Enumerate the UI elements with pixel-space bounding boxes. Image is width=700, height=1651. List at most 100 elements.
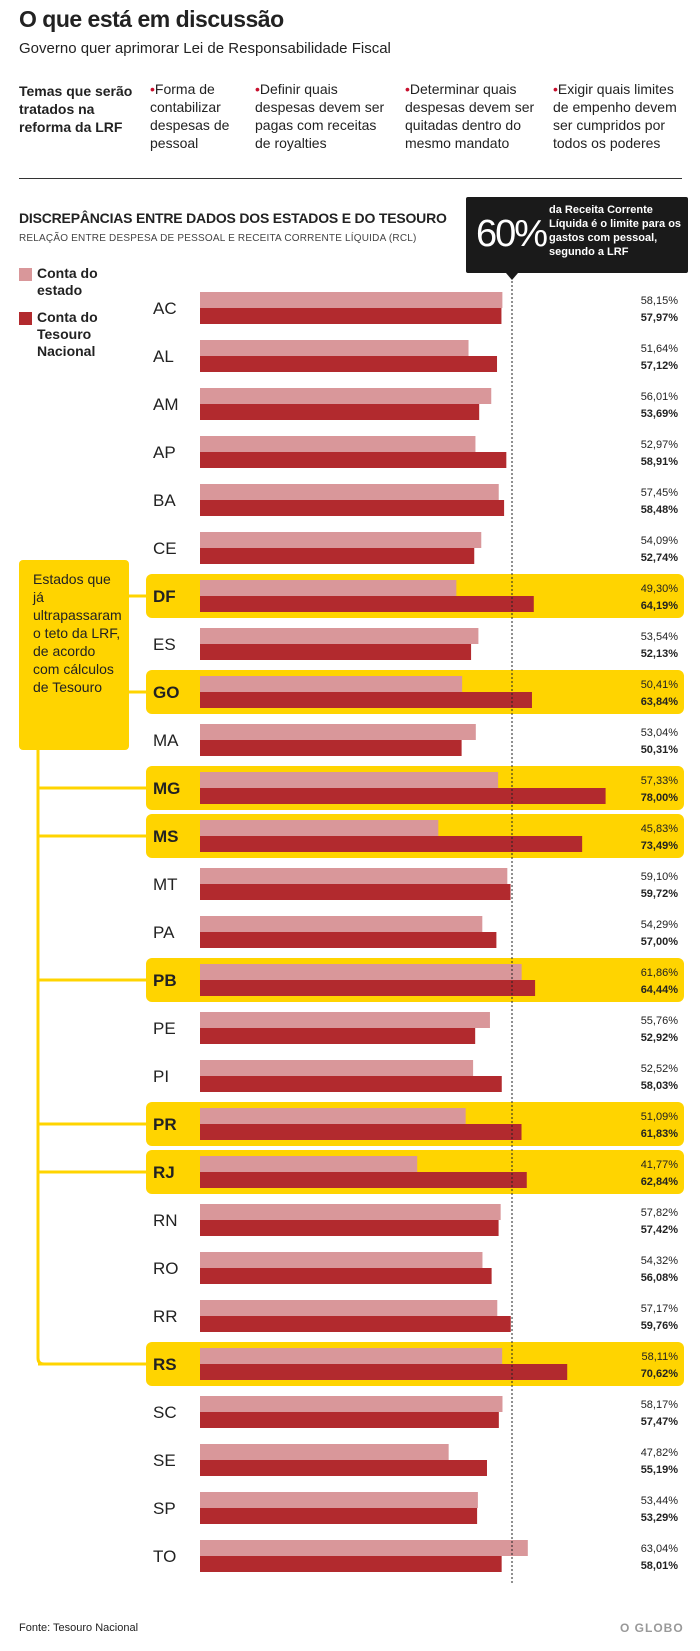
chart-title: DISCREPÂNCIAS ENTRE DADOS DOS ESTADOS E … [19, 210, 447, 226]
value-label-estado: 49,30% [641, 583, 679, 595]
state-label: SC [153, 1403, 177, 1422]
estados-callout-box [19, 560, 129, 750]
value-label-estado: 51,09% [641, 1111, 679, 1123]
tema-item: •Forma de contabilizar despesas de pesso… [150, 81, 230, 151]
state-label: PA [153, 923, 175, 942]
bar-tesouro [200, 1508, 478, 1524]
bar-estado [200, 1108, 466, 1124]
bar-estado [200, 1156, 418, 1172]
bar-estado [200, 484, 499, 500]
callout-pointer [506, 273, 518, 280]
bar-estado [200, 532, 482, 548]
bar-estado [200, 628, 479, 644]
limit-callout-pct: 60% [476, 213, 548, 255]
value-label-estado: 50,41% [641, 679, 679, 691]
state-label: TO [153, 1547, 176, 1566]
value-label-estado: 61,86% [641, 967, 679, 979]
state-label: RJ [153, 1163, 175, 1182]
bar-tesouro [200, 1556, 502, 1572]
value-label-estado: 55,76% [641, 1015, 679, 1027]
value-label-estado: 41,77% [641, 1159, 679, 1171]
limit-callout-text: da Receita Corrente Líquida é o limite p… [549, 204, 682, 258]
legend-label-tesouro: Conta do Tesouro Nacional [37, 309, 98, 359]
value-label-estado: 56,01% [641, 391, 679, 403]
bar-estado [200, 1060, 474, 1076]
state-label: AL [153, 347, 174, 366]
value-label-tesouro: 64,44% [641, 984, 679, 996]
page-subtitle: Governo quer aprimorar Lei de Responsabi… [19, 40, 391, 57]
value-label-estado: 58,15% [641, 295, 679, 307]
value-label-tesouro: 57,97% [641, 312, 679, 324]
bar-tesouro [200, 692, 532, 708]
bar-tesouro [200, 1028, 476, 1044]
bar-estado [200, 1540, 528, 1556]
bar-estado [200, 1252, 483, 1268]
state-label: SE [153, 1451, 176, 1470]
value-label-tesouro: 70,62% [641, 1368, 679, 1380]
value-label-estado: 59,10% [641, 871, 679, 883]
value-label-tesouro: 58,91% [641, 456, 679, 468]
bar-estado [200, 916, 483, 932]
value-label-tesouro: 57,42% [641, 1224, 679, 1236]
value-label-tesouro: 64,19% [641, 600, 679, 612]
value-label-tesouro: 59,76% [641, 1320, 679, 1332]
bar-estado [200, 868, 508, 884]
value-label-tesouro: 61,83% [641, 1128, 679, 1140]
state-label: AP [153, 443, 176, 462]
bar-estado [200, 1012, 490, 1028]
bar-tesouro [200, 1076, 502, 1092]
bar-estado [200, 1396, 503, 1412]
state-label: PE [153, 1019, 176, 1038]
bar-estado [200, 820, 439, 836]
bullet-icon: • [405, 81, 410, 97]
bar-tesouro [200, 644, 472, 660]
state-label: MT [153, 875, 178, 894]
state-label: GO [153, 683, 179, 702]
tema-item: •Exigir quais limites de empenho devem s… [553, 81, 677, 151]
bar-tesouro [200, 740, 462, 756]
bar-tesouro [200, 836, 583, 852]
bar-estado [200, 676, 463, 692]
value-label-estado: 52,97% [641, 439, 679, 451]
temas-label: Temas que serão tratados na reforma da L… [19, 83, 133, 135]
value-label-tesouro: 53,29% [641, 1512, 679, 1524]
value-label-estado: 47,82% [641, 1447, 679, 1459]
value-label-estado: 58,11% [642, 1351, 679, 1363]
value-label-tesouro: 57,12% [641, 360, 679, 372]
state-label: CE [153, 539, 177, 558]
legend-label-estado: Conta do estado [37, 265, 98, 298]
value-label-tesouro: 57,47% [641, 1416, 679, 1428]
state-label: RR [153, 1307, 178, 1326]
bar-estado [200, 1300, 498, 1316]
divider [19, 178, 682, 179]
value-label-tesouro: 58,01% [641, 1560, 679, 1572]
value-label-estado: 45,83% [641, 823, 679, 835]
bar-estado [200, 964, 522, 980]
bar-tesouro [200, 1124, 522, 1140]
bar-estado [200, 388, 492, 404]
bar-estado [200, 1492, 478, 1508]
bar-estado [200, 772, 499, 788]
bar-tesouro [200, 1316, 511, 1332]
bar-tesouro [200, 788, 606, 804]
bar-tesouro [200, 1220, 499, 1236]
state-label: RO [153, 1259, 179, 1278]
source-note: Fonte: Tesouro Nacional [19, 1622, 139, 1634]
value-label-tesouro: 52,74% [641, 552, 679, 564]
value-label-tesouro: 55,19% [641, 1464, 679, 1476]
value-label-tesouro: 50,31% [641, 744, 679, 756]
bar-tesouro [200, 884, 511, 900]
bar-tesouro [200, 596, 534, 612]
state-label: SP [153, 1499, 176, 1518]
value-label-estado: 53,44% [641, 1495, 679, 1507]
bar-tesouro [200, 1268, 492, 1284]
value-label-tesouro: 59,72% [641, 888, 679, 900]
bar-tesouro [200, 500, 505, 516]
legend-swatch-estado [19, 268, 32, 281]
bar-tesouro [200, 1364, 568, 1380]
state-label: BA [153, 491, 176, 510]
value-label-estado: 51,64% [641, 343, 679, 355]
brand-logo: O GLOBO [620, 1621, 684, 1635]
bar-tesouro [200, 548, 475, 564]
